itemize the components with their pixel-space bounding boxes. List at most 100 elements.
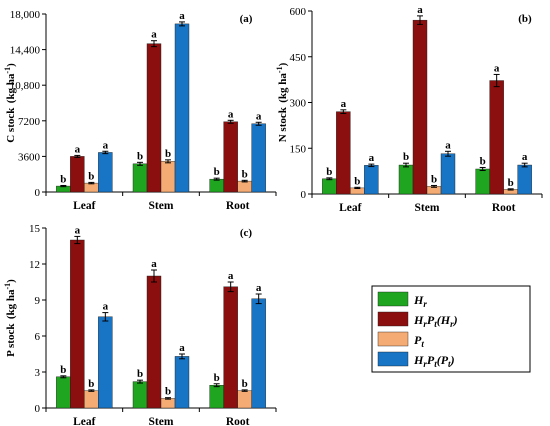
bar-hr-leaf bbox=[56, 376, 71, 409]
bar-hrpthr-root bbox=[223, 286, 238, 409]
y-tick-label: 150 bbox=[290, 143, 307, 155]
y-tick-label: 0 bbox=[35, 187, 41, 199]
significance-label: a bbox=[256, 110, 262, 122]
bar-hrpthr-stem bbox=[412, 19, 428, 195]
y-tick-label: 0 bbox=[35, 403, 41, 415]
category-label: Stem bbox=[415, 202, 440, 214]
category-label: Leaf bbox=[339, 202, 362, 214]
category-label: Leaf bbox=[73, 416, 96, 426]
chart-panel-a: 0 3600 7200 10,800 14,400 18,000 C stock (kg h… bbox=[3, 9, 277, 212]
significance-label: a bbox=[103, 139, 109, 151]
y-tick-label: 10,800 bbox=[10, 80, 41, 92]
y-axis-title: P stock (kg ha-1) bbox=[3, 279, 17, 357]
significance-label: b bbox=[137, 368, 143, 380]
significance-label: b bbox=[60, 173, 66, 185]
chart-panel-c: 0 3 6 9 12 15 P stock (kg ha-1) (c) b a b a Leaf b a b a… bbox=[3, 223, 277, 426]
significance-label: b bbox=[431, 173, 437, 185]
category-label: Leaf bbox=[73, 200, 96, 212]
category-label: Root bbox=[492, 202, 516, 214]
y-tick-label: 600 bbox=[290, 6, 307, 18]
bar-pt-stem bbox=[160, 161, 176, 193]
significance-label: a bbox=[228, 270, 234, 282]
significance-label: a bbox=[417, 4, 423, 16]
panel-label: (c) bbox=[240, 227, 253, 239]
bar-hrptpt-stem bbox=[174, 356, 190, 409]
significance-label: b bbox=[354, 175, 360, 187]
significance-label: b bbox=[508, 177, 514, 189]
bar-pt-stem bbox=[160, 398, 176, 409]
significance-label: a bbox=[179, 342, 185, 354]
bar-pt-root bbox=[237, 180, 252, 193]
significance-label: a bbox=[256, 282, 262, 294]
significance-label: a bbox=[228, 108, 234, 120]
category-label: Stem bbox=[149, 200, 174, 212]
bar-pt-leaf bbox=[84, 390, 99, 409]
bar-hrpthr-stem bbox=[146, 43, 162, 193]
panel-label: (b) bbox=[518, 13, 532, 25]
y-tick-label: 0 bbox=[301, 189, 307, 201]
category-label: Stem bbox=[149, 416, 174, 426]
bar-hrptpt-root bbox=[517, 164, 532, 195]
bar-pt-leaf bbox=[84, 182, 99, 193]
legend-swatch bbox=[377, 331, 409, 347]
bar-hrpthr-root bbox=[223, 121, 238, 193]
y-tick-label: 300 bbox=[290, 98, 307, 110]
significance-label: a bbox=[369, 152, 375, 164]
bar-hrptpt-root bbox=[251, 123, 266, 193]
legend-label: Hr bbox=[413, 293, 427, 309]
bar-pt-root bbox=[237, 390, 252, 409]
significance-label: a bbox=[75, 224, 81, 236]
bar-hrpthr-root bbox=[489, 80, 504, 195]
significance-label: a bbox=[75, 143, 81, 155]
significance-label: b bbox=[242, 168, 248, 180]
significance-label: a bbox=[494, 62, 500, 74]
significance-label: a bbox=[103, 301, 109, 313]
significance-label: b bbox=[165, 148, 171, 160]
bar-hr-stem bbox=[398, 164, 414, 195]
legend-label: HrPt(Pt) bbox=[413, 353, 455, 369]
bar-hr-root bbox=[209, 178, 224, 193]
bar-hrptpt-leaf bbox=[98, 316, 113, 409]
bar-hrptpt-leaf bbox=[364, 165, 379, 195]
bar-hrptpt-stem bbox=[174, 23, 190, 193]
significance-label: b bbox=[214, 166, 220, 178]
significance-label: b bbox=[88, 170, 94, 182]
bar-hr-stem bbox=[132, 381, 148, 409]
legend-label: HrPt(Hr) bbox=[413, 313, 458, 329]
category-label: Root bbox=[226, 416, 250, 426]
category-label: Root bbox=[226, 200, 250, 212]
bar-hrpthr-leaf bbox=[70, 239, 85, 409]
bar-hrptpt-stem bbox=[440, 153, 456, 195]
bar-hr-root bbox=[475, 168, 490, 195]
significance-label: a bbox=[445, 139, 451, 151]
significance-label: b bbox=[165, 386, 171, 398]
legend-swatch bbox=[377, 291, 409, 307]
bar-hr-root bbox=[209, 385, 224, 409]
y-tick-label: 6 bbox=[35, 331, 41, 343]
significance-label: a bbox=[179, 10, 185, 22]
panel-label: (a) bbox=[240, 13, 253, 25]
y-axis-title: C stock (kg ha-1) bbox=[3, 63, 17, 143]
legend-swatch bbox=[377, 351, 409, 367]
significance-label: a bbox=[522, 151, 528, 163]
bar-hr-leaf bbox=[322, 178, 337, 195]
y-tick-label: 12 bbox=[29, 259, 40, 271]
significance-label: b bbox=[137, 150, 143, 162]
y-axis-title: N stock (kg ha-1) bbox=[275, 62, 289, 142]
significance-label: a bbox=[151, 29, 157, 41]
legend: Hr HrPt(Hr) Pt HrPt(Pt) bbox=[371, 285, 531, 373]
y-tick-label: 7200 bbox=[18, 116, 41, 128]
legend-label: Pt bbox=[414, 333, 424, 349]
bar-hrpthr-stem bbox=[146, 275, 162, 409]
bar-hr-stem bbox=[132, 163, 148, 193]
significance-label: b bbox=[480, 155, 486, 167]
y-tick-label: 14,400 bbox=[10, 45, 41, 57]
significance-label: a bbox=[151, 258, 157, 270]
y-tick-label: 9 bbox=[35, 295, 41, 307]
bar-hrptpt-root bbox=[251, 298, 266, 409]
bar-hrpthr-leaf bbox=[70, 156, 85, 193]
y-tick-label: 450 bbox=[290, 52, 307, 64]
y-tick-label: 18,000 bbox=[10, 9, 41, 21]
y-tick-label: 3600 bbox=[18, 151, 41, 163]
